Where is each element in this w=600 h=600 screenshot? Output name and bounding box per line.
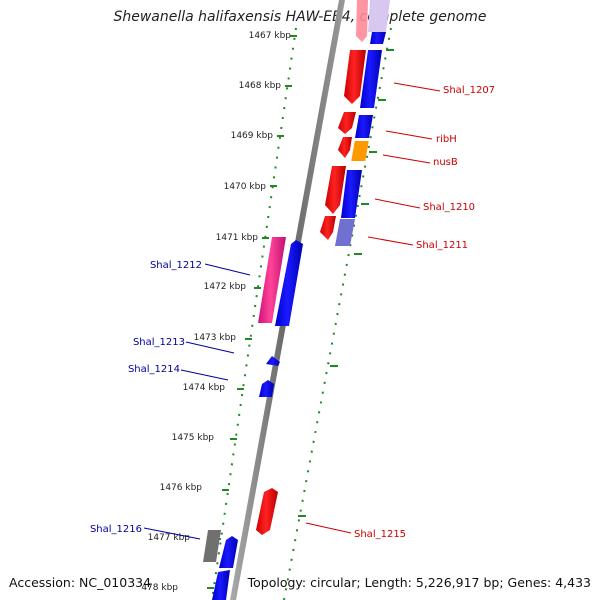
accession-text: Accession: NC_010334 [9, 575, 152, 590]
gene-label-shal-1216[interactable]: Shal_1216 [90, 524, 142, 535]
gene-label-shal-1215[interactable]: Shal_1215 [354, 529, 406, 540]
gene-shal-1210[interactable] [341, 170, 362, 218]
leader-shal-1211 [367, 236, 414, 246]
gene-red-small[interactable] [338, 137, 352, 158]
right-strand-guide [283, 27, 392, 600]
gene-ribh[interactable] [355, 115, 373, 138]
left-strand-guide [211, 27, 297, 600]
tick-label: 1469 kbp [231, 131, 274, 141]
gene-red-1210[interactable] [325, 166, 346, 214]
tick-label: 478 kbp [141, 583, 178, 593]
tick-label: 1473 kbp [194, 333, 237, 343]
tick-label: 1477 kbp [148, 533, 191, 543]
leader-shal-1216 [143, 527, 201, 540]
gene-shal-1207-reverse[interactable] [360, 50, 382, 108]
leader-shal-1212 [204, 263, 251, 276]
gene-label-shal-1212[interactable]: Shal_1212 [150, 260, 202, 271]
gene-shal-1216-blue[interactable] [219, 536, 238, 568]
gene-top-blue[interactable] [370, 32, 386, 44]
leader-shal-1207 [393, 82, 441, 92]
gene-shal-1207-forward[interactable] [344, 50, 366, 104]
gene-red-1208[interactable] [338, 112, 356, 134]
gene-label-shal-1207[interactable]: Shal_1207 [443, 85, 495, 96]
gene-bottom-blue[interactable] [212, 570, 230, 600]
gene-label-nusb[interactable]: nusB [433, 157, 458, 168]
gene-top-pale[interactable] [368, 0, 390, 32]
gene-label-shal-1210[interactable]: Shal_1210 [423, 202, 475, 213]
leader-shal-1214 [180, 369, 229, 381]
leader-shal-1213 [185, 341, 235, 354]
genome-summary: Topology: circular; Length: 5,226,917 bp… [247, 575, 591, 590]
gene-top-pink[interactable] [356, 0, 368, 42]
gene-label-shal-1213[interactable]: Shal_1213 [133, 337, 185, 348]
gene-shal-1214[interactable] [259, 380, 274, 397]
gene-shal-1216[interactable] [203, 530, 221, 562]
ruler-ticks-right [298, 49, 394, 517]
leader-shal-1215 [305, 522, 352, 534]
tick-label: 1470 kbp [224, 182, 267, 192]
tick-label: 1468 kbp [239, 81, 282, 91]
leader-shal-1210 [374, 198, 421, 209]
gene-shal-1211[interactable] [335, 219, 355, 246]
leader-nusb [382, 154, 431, 164]
tick-label: 1471 kbp [216, 233, 259, 243]
gene-label-shal-1214[interactable]: Shal_1214 [128, 364, 180, 375]
gene-label-shal-1211[interactable]: Shal_1211 [416, 240, 468, 251]
gene-shal-1212-blue[interactable] [275, 240, 303, 326]
gene-shal-1213[interactable] [266, 356, 280, 366]
gene-shal-1212[interactable] [258, 237, 286, 323]
tick-label: 1476 kbp [160, 483, 203, 493]
genome-title: Shewanella halifaxensis HAW-EB4, complet… [113, 9, 487, 25]
gene-shal-1215[interactable] [256, 488, 278, 535]
tick-label: 1467 kbp [249, 31, 292, 41]
leader-ribh [385, 130, 433, 140]
tick-label: 1474 kbp [183, 383, 226, 393]
tick-label: 1472 kbp [204, 282, 247, 292]
gene-nusb[interactable] [351, 141, 369, 161]
tick-label: 1475 kbp [172, 433, 215, 443]
gene-red-1211[interactable] [320, 216, 336, 240]
gene-label-ribh[interactable]: ribH [436, 134, 457, 145]
